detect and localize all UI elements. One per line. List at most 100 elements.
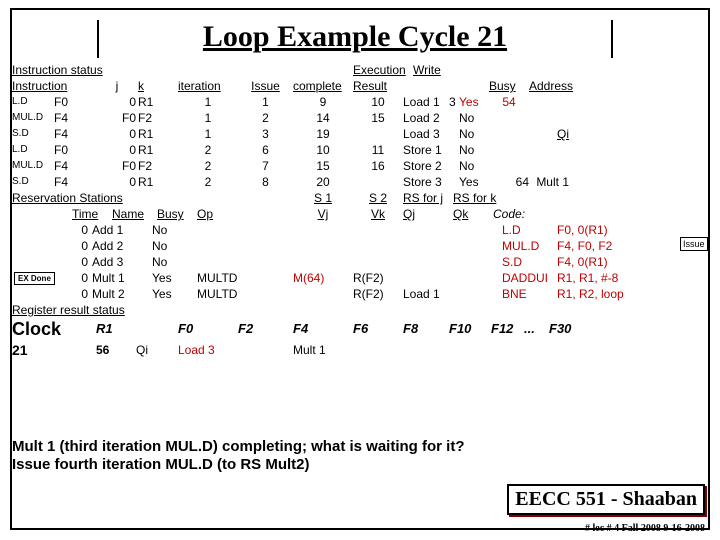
code-args: R1, R2, loop	[557, 286, 624, 302]
hdr-address: Address	[529, 78, 579, 94]
hdr-result: Result	[353, 78, 403, 94]
instr-dst: F4	[54, 158, 96, 174]
reg-f4: F4	[293, 318, 353, 340]
instr-k: R1	[138, 126, 178, 142]
hdr-busy: Busy	[489, 78, 529, 94]
reg-f10: F10	[449, 318, 491, 340]
instr-unit: Store 2	[403, 158, 449, 174]
rs-vk: Vk	[353, 206, 403, 222]
footer-text: # lec # 4 Fall 2008 9-16-2008	[585, 523, 705, 534]
instr-unit: Load 1	[403, 94, 449, 110]
instr-dst: F4	[54, 110, 96, 126]
reg-f12: F12	[491, 318, 524, 340]
rs-op: Op	[197, 206, 293, 222]
instr-iss: 7	[238, 158, 293, 174]
rs-opval: MULTD	[197, 270, 293, 286]
code-args: R1, R1, #-8	[557, 270, 618, 286]
regstatus-label: Register result status	[12, 302, 212, 318]
page-title: Loop Example Cycle 21	[97, 20, 613, 58]
code-op: S.D	[502, 254, 557, 270]
rs-qk: Qk	[453, 206, 493, 222]
instr-exc: 10	[293, 142, 353, 158]
instr-it: 2	[178, 174, 238, 190]
instr-k: F2	[138, 110, 178, 126]
rs-b: No	[152, 254, 197, 270]
instr-j: 0	[96, 126, 138, 142]
instr-dst: F4	[54, 126, 96, 142]
hdr-write: Write	[413, 62, 463, 78]
instr-wr: 11	[353, 142, 403, 158]
instr-unit: Load 3	[403, 126, 449, 142]
clock-label: Clock	[12, 318, 96, 340]
instr-wr	[353, 174, 403, 190]
instr-k: R1	[138, 174, 178, 190]
rs-qj: Qj	[403, 206, 453, 222]
instr-op: S.D	[12, 126, 54, 142]
instr-op: L.D	[12, 142, 54, 158]
rs-time: Time	[72, 206, 112, 222]
instr-j: F0	[96, 158, 138, 174]
rs-n: Mult 2	[92, 286, 152, 302]
instr-unit: Store 1	[403, 142, 449, 158]
instr-busy: No	[459, 158, 489, 174]
course-badge: EECC 551 - Shaaban	[507, 484, 705, 515]
instr-j: 0	[96, 142, 138, 158]
instr-iss: 3	[238, 126, 293, 142]
clock-value: 21	[12, 340, 32, 360]
rs-b: No	[152, 222, 197, 238]
rs-t: 0	[12, 238, 92, 254]
hdr-instruction: Instruction	[12, 78, 96, 94]
reg-f6: F6	[353, 318, 403, 340]
instr-it: 2	[178, 158, 238, 174]
instr-wr	[353, 126, 403, 142]
instr-j: F0	[96, 110, 138, 126]
instr-wr: 10	[353, 94, 403, 110]
instr-it: 1	[178, 126, 238, 142]
rs-vj: M(64)	[293, 270, 353, 286]
reg-f30: F30	[549, 318, 594, 340]
rs-n: Add 2	[92, 238, 152, 254]
instr-busy: No	[459, 126, 489, 142]
instr-iss: 1	[238, 94, 293, 110]
instr-wr: 16	[353, 158, 403, 174]
issue-box: Issue	[680, 237, 708, 251]
instr-op: MUL.D	[12, 158, 54, 174]
instr-three: 3	[449, 94, 459, 110]
qi-label: Qi	[489, 126, 569, 142]
rs-opval: MULTD	[197, 286, 293, 302]
rs-b: Yes	[152, 270, 197, 286]
instr-iss: 8	[238, 174, 293, 190]
code-op: BNE	[502, 286, 557, 302]
code-args: F4, 0(R1)	[557, 254, 608, 270]
rs-b: No	[152, 238, 197, 254]
instr-unit: Load 2	[403, 110, 449, 126]
instr-k: R1	[138, 142, 178, 158]
code-op: MUL.D	[502, 238, 557, 254]
instr-exc: 9	[293, 94, 353, 110]
instr-dst: F0	[54, 94, 96, 110]
rs-busy: Busy	[157, 206, 197, 222]
instr-op: S.D	[12, 174, 54, 190]
rs-header: Reservation Stations	[12, 190, 178, 206]
rs-b: Yes	[152, 286, 197, 302]
ex-done-box: EX Done	[14, 272, 55, 285]
code-op: DADDUI	[502, 270, 557, 286]
rs-s2: S 2	[353, 190, 403, 206]
instr-busy: Yes	[459, 94, 489, 110]
instr-dst: F0	[54, 142, 96, 158]
main-table: Instruction status Execution Write Instr…	[12, 62, 720, 360]
instr-dst: F4	[54, 174, 96, 190]
reg-dots: ...	[524, 318, 549, 340]
instr-k: R1	[138, 94, 178, 110]
instr-exc: 20	[293, 174, 353, 190]
note-line-2: Issue fourth iteration MUL.D (to RS Mult…	[12, 456, 464, 474]
rs-t: 0	[12, 222, 92, 238]
rs-name: Name	[112, 206, 157, 222]
code-args: F0, 0(R1)	[557, 222, 608, 238]
rs-n: Mult 1	[92, 270, 152, 286]
hdr-iteration: iteration	[178, 78, 238, 94]
instr-j: 0	[96, 94, 138, 110]
reg-f0: F0	[178, 318, 238, 340]
instr-k: F2	[138, 158, 178, 174]
note-text: Mult 1 (third iteration MUL.D) completin…	[12, 438, 464, 474]
